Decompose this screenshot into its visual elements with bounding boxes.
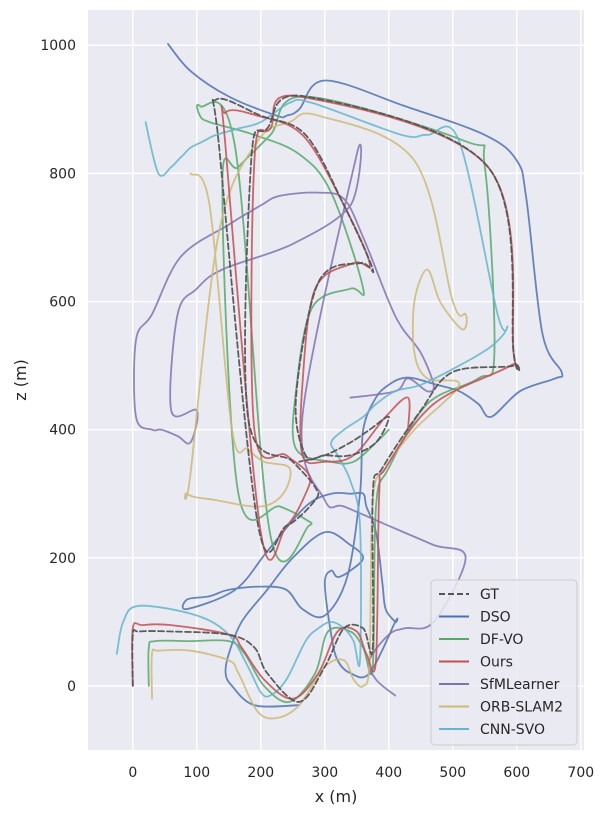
- y-axis-label: z (m): [11, 359, 30, 401]
- y-tick-label: 0: [67, 679, 76, 695]
- legend-label: ORB-SLAM2: [480, 700, 563, 716]
- y-tick-label: 800: [49, 166, 76, 182]
- series-line-cnn-svo: [115, 98, 509, 698]
- series-line-gt: [131, 94, 521, 703]
- x-tick-label: 400: [375, 765, 402, 781]
- legend-label: GT: [480, 587, 499, 603]
- y-tick-label: 1000: [40, 38, 76, 54]
- series-line-dso: [167, 43, 564, 708]
- x-axis-label: x (m): [315, 787, 358, 806]
- legend-box: [430, 579, 578, 746]
- series-layer: [115, 43, 564, 720]
- y-tick-label: 200: [49, 551, 76, 567]
- series-line-orb-slam2: [150, 112, 468, 720]
- legend-label: Ours: [480, 655, 513, 671]
- y-tick-label: 600: [49, 295, 76, 311]
- legend: GT DSO DF-VO Ours SfMLearner ORB-SLAM2 CNN-SVO: [430, 579, 578, 746]
- tick-labels: 0 100 200 300 400 500 600 700 0 200 400 600 800 1000: [40, 38, 594, 781]
- x-tick-label: 300: [311, 765, 338, 781]
- x-tick-label: 700: [567, 765, 594, 781]
- series-line-df-vo: [147, 95, 496, 704]
- x-tick-label: 0: [128, 765, 137, 781]
- legend-label: SfMLearner: [480, 677, 560, 693]
- legend-label: CNN-SVO: [480, 722, 545, 738]
- y-tick-label: 400: [49, 423, 76, 439]
- legend-label: DSO: [480, 610, 511, 626]
- series-line-ours: [131, 94, 520, 700]
- legend-label: DF-VO: [480, 632, 523, 648]
- x-tick-label: 200: [247, 765, 274, 781]
- x-tick-label: 500: [439, 765, 466, 781]
- grid: [88, 10, 584, 750]
- x-tick-label: 100: [183, 765, 210, 781]
- x-tick-label: 600: [503, 765, 530, 781]
